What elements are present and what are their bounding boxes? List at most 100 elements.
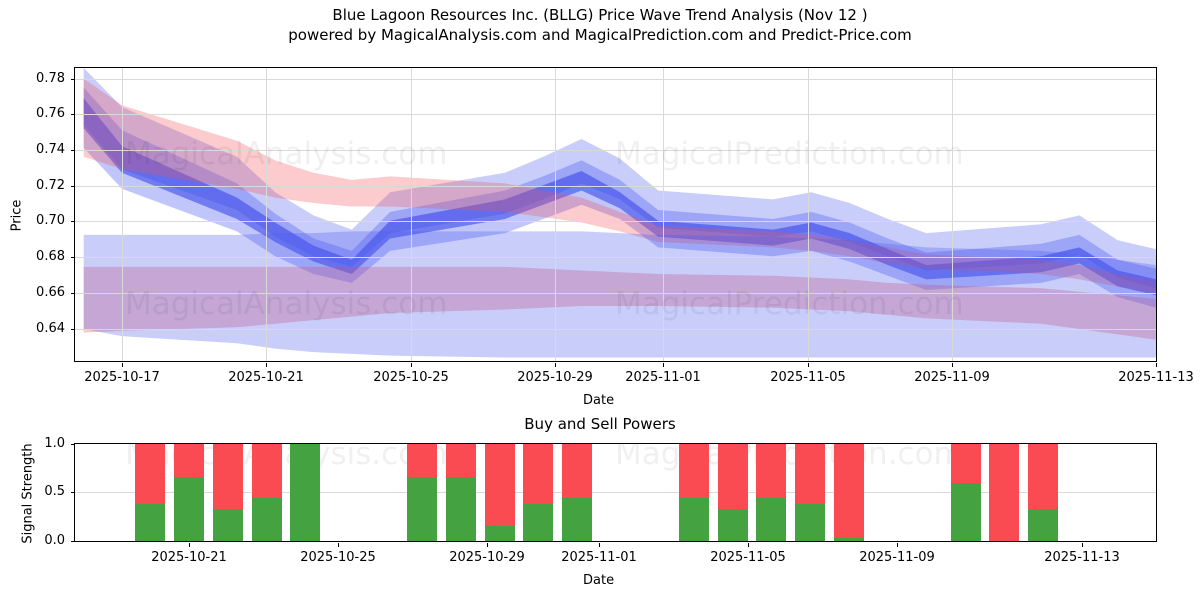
gridline-x-1029 bbox=[555, 68, 556, 361]
ytick-label-signal-10: 1.0 bbox=[44, 436, 65, 451]
gridline-y-064 bbox=[75, 329, 1156, 330]
xtick-label-1101: 2025-11-01 bbox=[625, 370, 701, 385]
xtick-mark-1017 bbox=[122, 363, 123, 367]
gridline-y-066 bbox=[75, 293, 1156, 294]
buy-power-bar[interactable] bbox=[484, 526, 515, 541]
xtick-label-1029: 2025-10-29 bbox=[517, 370, 593, 385]
sell-power-bar[interactable] bbox=[445, 444, 476, 477]
xtick-mark-1029 bbox=[555, 363, 556, 367]
ytick-label-signal-00: 0.0 bbox=[44, 533, 65, 548]
xtick-mark-1101 bbox=[663, 363, 664, 367]
chart-title-block: Blue Lagoon Resources Inc. (BLLG) Price … bbox=[0, 6, 1200, 46]
sell-power-bar[interactable] bbox=[717, 444, 748, 510]
sell-power-bar[interactable] bbox=[406, 444, 437, 477]
sell-power-bar[interactable] bbox=[251, 444, 282, 499]
buy-power-bar[interactable] bbox=[950, 482, 981, 541]
ytick-mark-072 bbox=[71, 186, 75, 187]
xtick-label-1017: 2025-10-17 bbox=[84, 370, 160, 385]
gridline-x-1101 bbox=[663, 68, 664, 361]
sell-power-bar[interactable] bbox=[1028, 444, 1059, 510]
ytick-mark-signal-05 bbox=[71, 492, 75, 493]
sell-power-bar[interactable] bbox=[484, 444, 515, 527]
gridline-y-068 bbox=[75, 257, 1156, 258]
buy-power-bar[interactable] bbox=[212, 509, 243, 541]
buy-power-bar[interactable] bbox=[406, 476, 437, 541]
buy-power-bar[interactable] bbox=[717, 509, 748, 541]
gridline-x-1109 bbox=[952, 68, 953, 361]
buy-power-bar[interactable] bbox=[1028, 509, 1059, 541]
xtick-label-signal-1101: 2025-11-01 bbox=[561, 550, 637, 565]
ytick-label-074: 0.74 bbox=[36, 142, 65, 157]
price-chart-axes: MagicalAnalysis.com MagicalPrediction.co… bbox=[9, 67, 1194, 408]
signal-chart-axes: MagicalAnalysis.com MagicalPrediction.co… bbox=[21, 436, 1157, 588]
buy-power-bar[interactable] bbox=[174, 476, 204, 541]
ytick-label-072: 0.72 bbox=[36, 178, 65, 193]
buy-power-bar[interactable] bbox=[795, 504, 826, 541]
page-subtitle: powered by MagicalAnalysis.com and Magic… bbox=[288, 25, 912, 44]
xtick-mark-signal-1109 bbox=[897, 543, 898, 547]
xtick-mark-signal-1113 bbox=[1082, 543, 1083, 547]
buy-power-bar[interactable] bbox=[678, 498, 709, 541]
buy-power-bar[interactable] bbox=[445, 476, 476, 541]
ytick-mark-076 bbox=[71, 114, 75, 115]
ytick-mark-064 bbox=[71, 329, 75, 330]
price-xaxis-title: Date bbox=[583, 393, 615, 408]
sell-power-bar[interactable] bbox=[562, 444, 593, 499]
xtick-label-signal-1109: 2025-11-09 bbox=[859, 550, 935, 565]
sell-power-bar[interactable] bbox=[174, 444, 204, 477]
ytick-label-070: 0.70 bbox=[36, 213, 65, 228]
sell-power-bar[interactable] bbox=[212, 444, 243, 510]
price-wave-bands bbox=[83, 68, 1156, 358]
price-band-blue-core-band bbox=[83, 98, 1156, 296]
ytick-mark-signal-00 bbox=[71, 541, 75, 542]
gridline-signal-05 bbox=[75, 492, 1156, 493]
signal-bars-layer bbox=[75, 444, 1156, 541]
xtick-mark-signal-1029 bbox=[487, 543, 488, 547]
sell-power-bar[interactable] bbox=[523, 444, 554, 505]
price-yaxis-title: Price bbox=[9, 199, 25, 232]
price-band-blue-band-1 bbox=[83, 68, 1156, 289]
xtick-mark-signal-1101 bbox=[599, 543, 600, 547]
ytick-mark-070 bbox=[71, 221, 75, 222]
xtick-label-1021: 2025-10-21 bbox=[228, 370, 304, 385]
xtick-mark-1113 bbox=[1156, 363, 1157, 367]
ytick-label-066: 0.66 bbox=[36, 285, 65, 300]
xtick-label-1105: 2025-11-05 bbox=[770, 370, 846, 385]
sell-power-bar[interactable] bbox=[678, 444, 709, 499]
sell-power-bar[interactable] bbox=[989, 444, 1020, 541]
signal-chart-title: Buy and Sell Powers bbox=[524, 415, 676, 433]
xtick-mark-signal-1021 bbox=[189, 543, 190, 547]
sell-power-bar[interactable] bbox=[795, 444, 826, 505]
ytick-mark-068 bbox=[71, 257, 75, 258]
buy-power-bar[interactable] bbox=[135, 504, 166, 541]
buy-power-bar[interactable] bbox=[290, 444, 321, 541]
signal-xaxis-title: Date bbox=[583, 573, 615, 588]
xtick-mark-1021 bbox=[266, 363, 267, 367]
sell-power-bar[interactable] bbox=[135, 444, 166, 505]
price-band-blue-lower-envelope bbox=[83, 231, 1156, 358]
xtick-label-signal-1113: 2025-11-13 bbox=[1044, 550, 1120, 565]
gridline-x-1105 bbox=[808, 68, 809, 361]
xtick-label-1025: 2025-10-25 bbox=[373, 370, 449, 385]
gridline-x-1025 bbox=[411, 68, 412, 361]
gridline-x-1021 bbox=[266, 68, 267, 361]
ytick-mark-074 bbox=[71, 150, 75, 151]
ytick-mark-066 bbox=[71, 293, 75, 294]
ytick-mark-078 bbox=[71, 79, 75, 80]
ytick-label-076: 0.76 bbox=[36, 106, 65, 121]
sell-power-bar[interactable] bbox=[950, 444, 981, 483]
xtick-mark-signal-1025 bbox=[338, 543, 339, 547]
xtick-mark-signal-1105 bbox=[748, 543, 749, 547]
buy-power-bar[interactable] bbox=[834, 538, 865, 541]
sell-power-bar[interactable] bbox=[834, 444, 865, 539]
xtick-label-1109: 2025-11-09 bbox=[914, 370, 990, 385]
xtick-mark-1025 bbox=[411, 363, 412, 367]
gridline-y-074 bbox=[75, 150, 1156, 151]
xtick-label-1113: 2025-11-13 bbox=[1118, 370, 1194, 385]
sell-power-bar[interactable] bbox=[756, 444, 787, 499]
buy-power-bar[interactable] bbox=[251, 498, 282, 541]
buy-power-bar[interactable] bbox=[562, 498, 593, 541]
buy-power-bar[interactable] bbox=[523, 504, 554, 541]
buy-power-bar[interactable] bbox=[756, 498, 787, 541]
